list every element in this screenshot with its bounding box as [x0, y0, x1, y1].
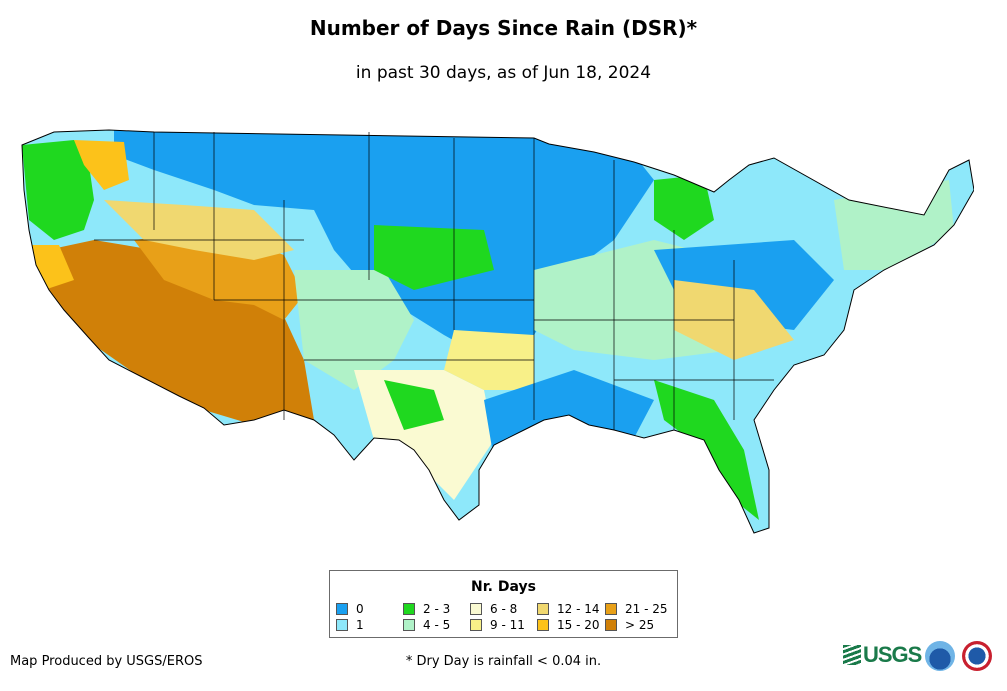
map-title: Number of Days Since Rain (DSR)*: [309, 16, 698, 40]
legend-item-6-8: 6 - 8: [470, 602, 517, 616]
legend-item-4-5: 4 - 5: [403, 618, 450, 632]
region-dsr-2-3-pnw: [22, 140, 94, 240]
legend-label: 1: [356, 618, 364, 632]
legend-label: > 25: [625, 618, 655, 632]
map-body: [22, 130, 974, 533]
legend-item-0: 0: [336, 602, 364, 616]
map-subtitle: in past 30 days, as of Jun 18, 2024: [355, 63, 652, 83]
legend-title: Nr. Days: [471, 579, 536, 595]
legend-label: 6 - 8: [490, 602, 518, 616]
region-dsr-2-3-texas: [384, 380, 444, 430]
usgs-logo-text: USGS: [863, 642, 922, 667]
region-dsr-2-3-plains: [374, 225, 494, 290]
region-dsr-12-14-west: [104, 200, 294, 260]
us-days-since-rain-map: [21, 129, 974, 534]
legend-label: 2 - 3: [423, 602, 451, 616]
noaa-logo-icon: [925, 641, 955, 671]
legend-swatch: [537, 619, 549, 631]
legend: Nr. Days 0 1 2 - 3 4 - 5 6 - 8 9 - 11 12…: [329, 570, 678, 638]
state-borders: [94, 132, 774, 430]
legend-item-15-20: 15 - 20: [537, 618, 600, 632]
legend-item-9-11: 9 - 11: [470, 618, 525, 632]
legend-item-1: 1: [336, 618, 364, 632]
legend-label: 4 - 5: [423, 618, 451, 632]
legend-label: 0: [356, 602, 364, 616]
legend-swatch: [336, 603, 348, 615]
region-dsr-2-3-michigan: [654, 175, 714, 240]
usgs-logo: USGS: [843, 642, 922, 668]
map-credit: Map Produced by USGS/EROS: [10, 654, 203, 669]
nws-logo-icon: [962, 641, 992, 671]
legend-swatch: [336, 619, 348, 631]
region-dsr-6-8-texas: [354, 370, 494, 500]
dry-day-footnote: * Dry Day is rainfall < 0.04 in.: [405, 654, 602, 669]
legend-swatch: [470, 619, 482, 631]
legend-item-2-3: 2 - 3: [403, 602, 450, 616]
legend-swatch: [403, 603, 415, 615]
legend-swatch: [470, 603, 482, 615]
usgs-wave-icon: [843, 645, 861, 665]
legend-label: 21 - 25: [625, 602, 668, 616]
legend-swatch: [537, 603, 549, 615]
region-dsr-15-20-pnw: [74, 140, 129, 190]
legend-item-over-25: > 25: [605, 618, 654, 632]
legend-item-12-14: 12 - 14: [537, 602, 600, 616]
legend-swatch: [605, 603, 617, 615]
legend-swatch: [403, 619, 415, 631]
legend-swatch: [605, 619, 617, 631]
legend-label: 12 - 14: [557, 602, 600, 616]
legend-label: 9 - 11: [490, 618, 525, 632]
legend-item-21-25: 21 - 25: [605, 602, 668, 616]
legend-label: 15 - 20: [557, 618, 600, 632]
